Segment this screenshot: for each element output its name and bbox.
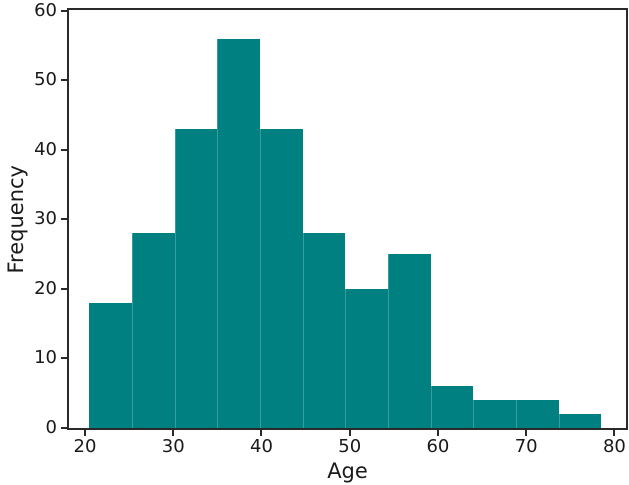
x-axis-tick-label: 60 <box>426 436 450 457</box>
y-axis-tick-label: 10 <box>34 347 57 369</box>
y-axis-tick <box>61 427 67 429</box>
x-axis-tick <box>348 430 351 436</box>
x-axis-tick-label: 80 <box>602 436 626 457</box>
histogram-bar <box>174 128 218 428</box>
x-axis-tick <box>172 430 175 436</box>
x-axis-tick <box>260 430 263 436</box>
x-axis-tick <box>525 430 528 436</box>
y-axis-tick-label: 20 <box>34 277 57 299</box>
histogram-bar <box>345 288 388 428</box>
x-axis-tick-label: 50 <box>338 436 362 457</box>
histogram-bar <box>132 233 175 428</box>
histogram-bar <box>259 128 303 428</box>
y-axis-tick-label: 40 <box>34 138 57 160</box>
x-axis-tick-label: 30 <box>161 436 185 457</box>
x-axis-tick <box>613 430 616 436</box>
histogram-bar <box>89 302 132 428</box>
y-axis-tick-label: 60 <box>34 0 57 21</box>
x-axis-tick-label: 20 <box>73 436 97 457</box>
x-axis-tick <box>83 430 86 436</box>
histogram-bar <box>302 233 346 428</box>
histogram-bar <box>515 400 559 428</box>
y-axis-tick <box>61 9 67 12</box>
y-axis-tick-label: 0 <box>45 417 57 438</box>
histogram-bar <box>473 400 516 428</box>
x-axis-label: Age <box>327 459 368 483</box>
y-axis-tick <box>61 357 67 360</box>
x-axis-tick-label: 70 <box>514 436 538 457</box>
histogram-bar <box>217 38 260 428</box>
x-axis-tick-label: 40 <box>250 436 273 457</box>
y-axis-tick <box>61 148 67 151</box>
histogram-bar <box>558 414 602 428</box>
x-axis-tick <box>436 430 439 436</box>
histogram-bar <box>430 386 474 428</box>
histogram-bar <box>387 254 431 428</box>
y-axis-tick <box>61 287 67 290</box>
plot-area: Age 20 30 40 50 60 70 80 0 10 20 30 40 50 60 <box>34 0 628 483</box>
y-axis-tick-label: 30 <box>34 208 57 230</box>
y-axis-tick-label: 50 <box>34 69 57 91</box>
y-axis-tick <box>61 218 67 221</box>
y-axis-tick <box>61 79 67 82</box>
